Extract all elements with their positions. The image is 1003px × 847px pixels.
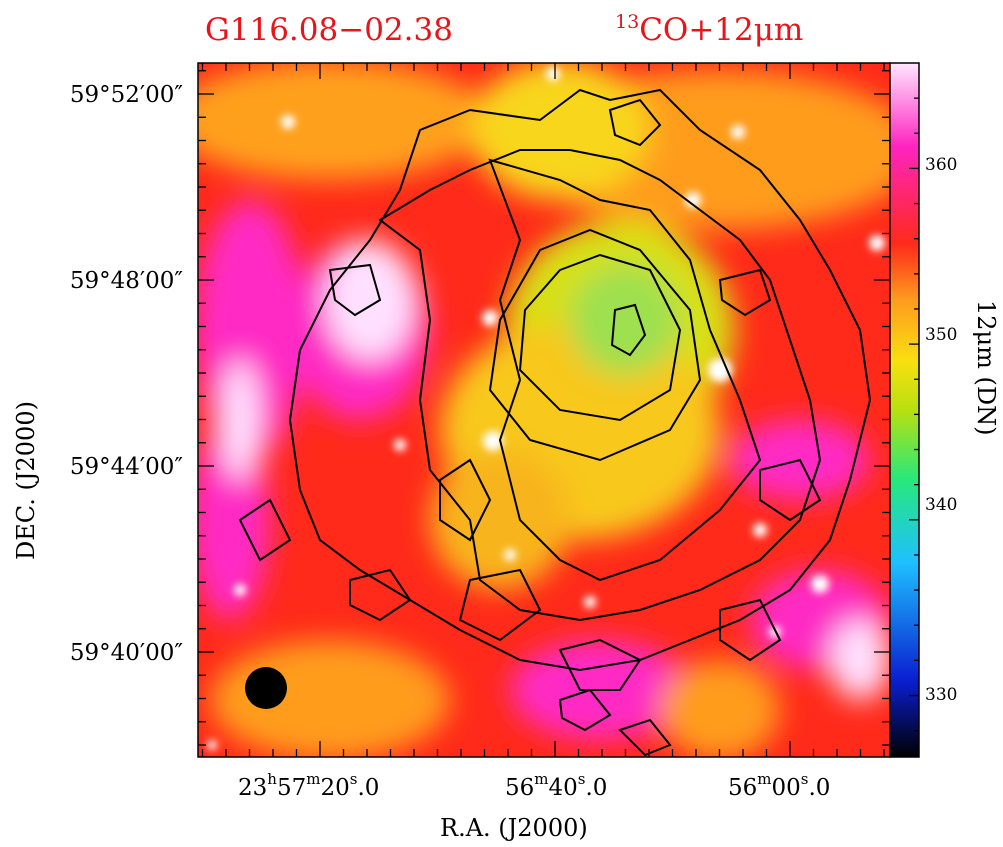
axis-ticks — [198, 63, 919, 757]
colorbar-label: 12μm (DN) — [972, 300, 1000, 436]
title-right-superscript: 13 — [615, 11, 639, 33]
y-tick-label-3: 59°40′00″ — [70, 640, 184, 666]
x-tick-label-1: 56m40s.0 — [505, 770, 607, 801]
colorbar-tick-label-0: 360 — [925, 155, 957, 175]
x-tick-label-0: 23h57m20s.0 — [238, 770, 379, 801]
colorbar — [890, 63, 919, 757]
colorbar-tick-label-1: 350 — [925, 325, 957, 345]
colorbar-tick-label-2: 340 — [925, 495, 957, 515]
heatmap-image — [198, 63, 890, 757]
beam-marker — [245, 667, 287, 709]
x-tick-label-2: 56m00s.0 — [728, 770, 830, 801]
y-tick-label-1: 59°48′00″ — [70, 268, 184, 294]
title-right: 13CO+12μm — [615, 11, 803, 48]
colorbar-tick-labels: 360 350 340 330 — [925, 155, 957, 705]
y-tick-label-0: 59°52′00″ — [70, 82, 184, 108]
x-tick-labels: 23h57m20s.0 56m40s.0 56m00s.0 — [238, 770, 830, 801]
y-axis-label: DEC. (J2000) — [12, 401, 40, 560]
colorbar-tick-label-3: 330 — [925, 685, 957, 705]
colorbar-frame — [889, 62, 920, 758]
y-tick-labels: 59°52′00″ 59°48′00″ 59°44′00″ 59°40′00″ — [70, 82, 184, 666]
contour-lines — [238, 88, 872, 757]
x-axis-label: R.A. (J2000) — [440, 814, 588, 842]
y-tick-label-2: 59°44′00″ — [70, 454, 184, 480]
title-left: G116.08−02.38 — [205, 12, 453, 48]
title-right-text: CO+12μm — [639, 12, 803, 48]
